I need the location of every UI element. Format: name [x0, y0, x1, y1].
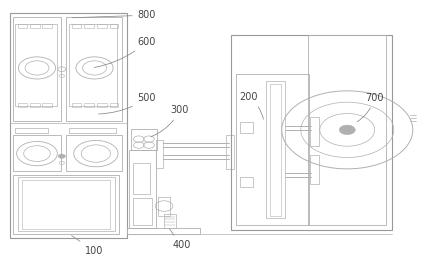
Text: 500: 500	[99, 93, 156, 114]
Bar	[240, 122, 253, 132]
Text: 200: 200	[239, 92, 263, 119]
Text: 300: 300	[151, 105, 189, 137]
Bar	[97, 24, 107, 28]
Bar	[30, 24, 40, 28]
Bar	[309, 155, 319, 184]
Bar	[13, 135, 61, 171]
Bar	[42, 24, 52, 28]
Text: 700: 700	[357, 93, 384, 122]
Bar	[266, 81, 285, 218]
Bar	[236, 74, 309, 225]
Bar	[231, 35, 392, 230]
Bar	[240, 176, 253, 187]
Bar	[17, 103, 27, 107]
Bar	[309, 117, 319, 146]
Bar	[308, 36, 386, 225]
Bar	[15, 128, 48, 132]
Bar	[133, 198, 152, 225]
Bar	[129, 151, 156, 228]
Text: 100: 100	[71, 236, 103, 256]
Bar	[134, 163, 151, 195]
Circle shape	[339, 125, 355, 135]
Bar	[158, 197, 170, 215]
Bar	[111, 24, 119, 28]
Bar	[15, 24, 57, 106]
Bar	[71, 103, 81, 107]
Bar	[226, 135, 234, 169]
Bar	[10, 12, 127, 238]
Bar	[17, 177, 115, 231]
Bar	[127, 228, 200, 234]
Bar	[111, 103, 119, 107]
Bar	[13, 16, 61, 121]
Bar	[42, 103, 52, 107]
Bar	[131, 129, 157, 150]
Bar	[84, 24, 94, 28]
Text: 400: 400	[170, 229, 190, 250]
Bar	[69, 24, 117, 106]
Bar	[97, 103, 107, 107]
Bar	[84, 103, 94, 107]
Circle shape	[58, 154, 65, 158]
Text: 600: 600	[94, 37, 156, 68]
Bar	[17, 24, 27, 28]
Text: 800: 800	[72, 10, 156, 20]
Bar	[71, 24, 81, 28]
Bar	[30, 103, 40, 107]
Bar	[13, 175, 119, 234]
Bar	[66, 16, 122, 121]
Bar	[66, 135, 122, 171]
Bar	[22, 180, 111, 229]
Bar	[270, 84, 281, 215]
Bar	[69, 128, 116, 132]
Bar	[164, 214, 175, 228]
Bar	[155, 140, 163, 168]
